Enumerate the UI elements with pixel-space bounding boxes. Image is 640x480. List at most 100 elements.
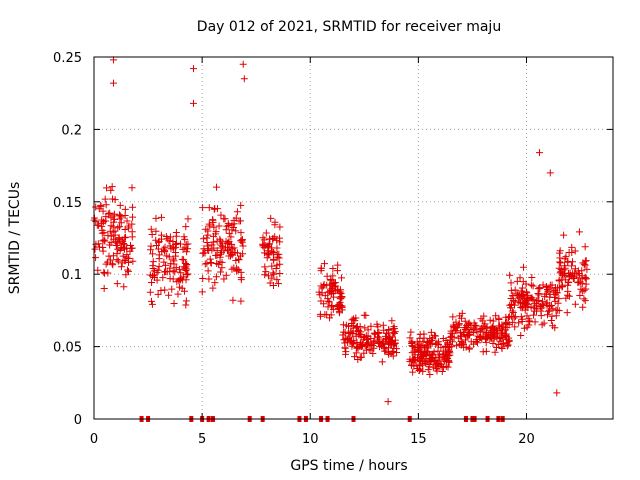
data-point	[115, 235, 123, 243]
data-point	[272, 264, 280, 272]
data-point	[182, 223, 190, 231]
data-point	[367, 339, 375, 347]
data-point	[580, 295, 588, 303]
data-point	[210, 205, 218, 213]
data-point	[447, 332, 455, 340]
data-point	[489, 317, 497, 325]
data-point	[453, 341, 461, 349]
data-point	[568, 243, 576, 251]
data-point	[518, 284, 526, 292]
data-point	[237, 201, 245, 209]
data-point	[116, 246, 124, 254]
data-point	[360, 349, 368, 357]
data-point	[360, 311, 368, 319]
data-point	[357, 343, 365, 351]
data-point	[414, 340, 422, 348]
data-point	[334, 261, 342, 269]
data-point	[147, 246, 155, 254]
data-point	[205, 204, 213, 212]
data-point	[530, 311, 538, 319]
x-tick-label: 20	[518, 432, 535, 447]
data-point	[148, 231, 156, 239]
data-point	[99, 244, 107, 252]
data-point	[410, 347, 418, 355]
data-point	[237, 229, 245, 237]
data-point	[230, 264, 238, 272]
data-point	[376, 343, 384, 351]
data-point	[428, 336, 436, 344]
data-point	[352, 349, 360, 357]
data-point	[342, 321, 350, 329]
y-tick-label: 0	[74, 413, 82, 428]
data-point	[560, 271, 568, 279]
data-point	[128, 220, 136, 228]
data-point	[515, 319, 523, 327]
data-point	[225, 238, 233, 246]
data-point	[237, 297, 245, 305]
data-point	[209, 238, 217, 246]
data-point	[205, 275, 213, 283]
data-point	[492, 344, 500, 352]
data-point	[203, 259, 211, 267]
data-point	[121, 211, 129, 219]
x-axis-label: GPS time / hours	[290, 458, 407, 474]
data-point	[342, 348, 350, 356]
y-tick-label: 0.2	[61, 123, 82, 138]
data-point	[276, 223, 284, 231]
data-point	[94, 266, 102, 274]
data-point	[109, 252, 117, 260]
data-point	[579, 303, 587, 311]
data-point	[217, 211, 225, 219]
data-point	[543, 311, 551, 319]
data-point	[427, 328, 435, 336]
data-point	[228, 250, 236, 258]
data-point	[369, 349, 377, 357]
data-point	[564, 278, 572, 286]
data-point	[511, 286, 519, 294]
data-point	[547, 301, 555, 309]
data-point	[113, 250, 121, 258]
data-point	[533, 305, 541, 313]
data-point	[121, 205, 129, 213]
data-point	[260, 244, 268, 252]
data-point	[117, 263, 125, 271]
data-point	[449, 322, 457, 330]
data-point	[168, 285, 176, 293]
data-point	[361, 324, 369, 332]
data-point	[474, 332, 482, 340]
grid-layer	[94, 57, 613, 419]
data-point	[582, 275, 590, 283]
data-point	[382, 335, 390, 343]
data-point	[109, 261, 117, 269]
data-point	[234, 266, 242, 274]
data-point	[173, 278, 181, 286]
data-point	[333, 302, 341, 310]
data-point	[262, 268, 270, 276]
data-point	[474, 339, 482, 347]
data-point	[228, 245, 236, 253]
data-point	[206, 255, 214, 263]
data-point	[555, 295, 563, 303]
data-point	[209, 216, 217, 224]
data-point	[166, 264, 174, 272]
data-point	[419, 342, 427, 350]
data-point	[508, 318, 516, 326]
data-point	[434, 347, 442, 355]
data-point	[155, 251, 163, 259]
data-point	[109, 56, 117, 64]
data-point	[97, 202, 105, 210]
data-point	[560, 231, 568, 239]
data-point	[581, 297, 589, 305]
data-point	[522, 302, 530, 310]
data-point	[490, 325, 498, 333]
data-point	[494, 341, 502, 349]
data-point	[424, 366, 432, 374]
data-point	[101, 269, 109, 277]
data-point	[328, 302, 336, 310]
data-point	[438, 368, 446, 376]
data-point	[343, 336, 351, 344]
data-point	[213, 183, 221, 191]
data-point	[529, 296, 537, 304]
data-point	[498, 328, 506, 336]
